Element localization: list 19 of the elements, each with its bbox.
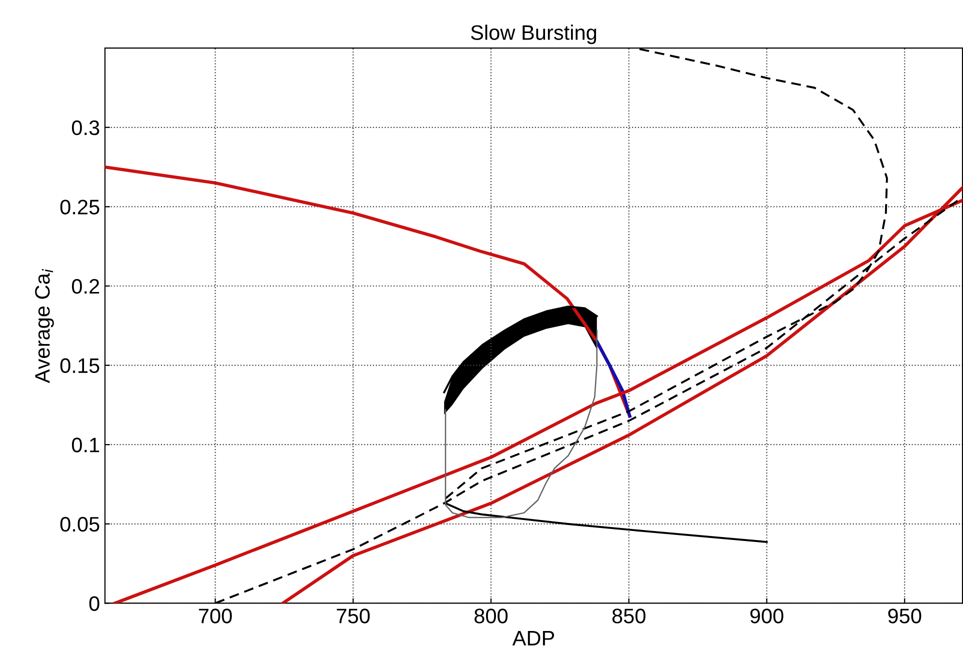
x-axis-title: ADP xyxy=(512,631,554,646)
line-series xyxy=(444,502,768,543)
y-tick-label: 0.3 xyxy=(72,120,100,136)
x-tick-label: 750 xyxy=(336,608,370,624)
y-axis-title: Average Ca$_{i}$ xyxy=(35,268,54,384)
y-tick-label: 0 xyxy=(89,596,100,611)
x-tick-label: 800 xyxy=(474,608,508,624)
x-tick-label: 900 xyxy=(750,608,784,624)
x-tick-label: 700 xyxy=(198,608,232,624)
y-tick-label: 0.15 xyxy=(60,358,100,374)
y-tick-label: 0.2 xyxy=(72,279,100,294)
x-tick-label: 850 xyxy=(612,608,646,624)
y-tick-label: 0.05 xyxy=(60,516,100,532)
y-tick-label: 0.1 xyxy=(72,438,100,452)
line-series xyxy=(595,340,632,418)
line-series xyxy=(444,330,598,518)
y-tick-label: 0.25 xyxy=(60,200,100,214)
x-tick-label: 950 xyxy=(888,608,922,624)
chart-title: Slow Bursting xyxy=(471,24,596,44)
